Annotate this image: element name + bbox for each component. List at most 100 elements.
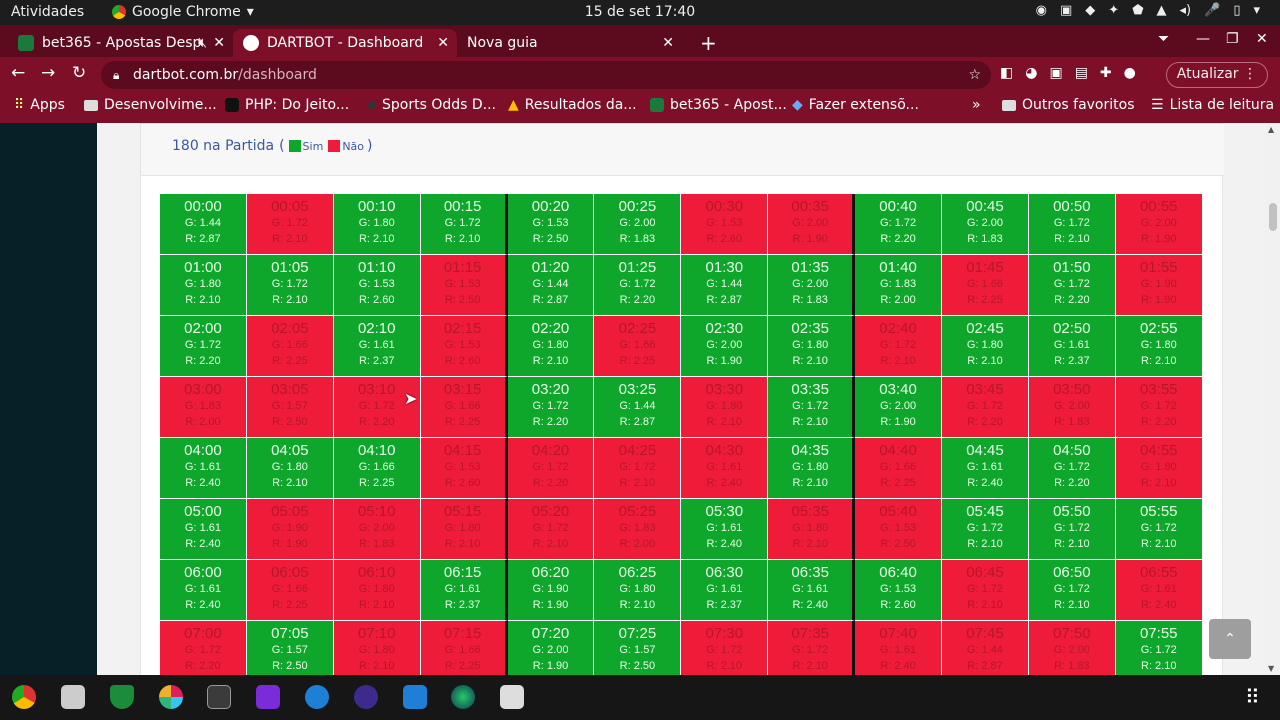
scroll-up-icon[interactable]: ▲ bbox=[1268, 125, 1275, 134]
tray-icon[interactable]: ▾ bbox=[1253, 3, 1260, 18]
slack-dock-icon[interactable] bbox=[159, 685, 183, 709]
result-cell[interactable]: 04:00 G: 1.61 R: 2.40 bbox=[160, 438, 247, 499]
result-cell[interactable]: 05:00 G: 1.61 R: 2.40 bbox=[160, 499, 247, 560]
result-cell[interactable]: 04:15 G: 1.53 R: 2.60 bbox=[420, 438, 508, 499]
close-tab-icon[interactable]: ✕ bbox=[213, 35, 225, 51]
bookmark-item[interactable]: PHP: Do Jeito... bbox=[225, 97, 349, 113]
tab-search-icon[interactable]: ⏷ bbox=[1158, 31, 1170, 47]
page-scrollbar[interactable]: ▲ ▼ bbox=[1265, 123, 1280, 675]
eclipse-dock-icon[interactable] bbox=[354, 685, 378, 709]
vscode-dock-icon[interactable] bbox=[403, 685, 427, 709]
result-cell[interactable]: 02:00 G: 1.72 R: 2.20 bbox=[160, 316, 247, 377]
result-cell[interactable]: 07:10 G: 1.80 R: 2.10 bbox=[333, 621, 421, 675]
result-cell[interactable]: 04:55 G: 1.80 R: 2.10 bbox=[1115, 438, 1203, 499]
result-cell[interactable]: 00:25 G: 2.00 R: 1.83 bbox=[594, 194, 682, 255]
result-cell[interactable]: 03:40 G: 2.00 R: 1.90 bbox=[855, 377, 943, 438]
bookmark-item[interactable]: ▲ Resultados da... bbox=[508, 97, 637, 113]
result-cell[interactable]: 02:55 G: 1.80 R: 2.10 bbox=[1115, 316, 1203, 377]
scrollbar-thumb[interactable] bbox=[1269, 203, 1277, 231]
result-cell[interactable]: 01:50 G: 1.72 R: 2.20 bbox=[1028, 255, 1116, 316]
result-cell[interactable]: 01:45 G: 1.66 R: 2.25 bbox=[942, 255, 1029, 316]
result-cell[interactable]: 03:10 G: 1.72 R: 2.20 bbox=[333, 377, 421, 438]
puzzle-icon[interactable]: ✚ bbox=[1099, 65, 1112, 81]
result-cell[interactable]: 04:40 G: 1.66 R: 2.25 bbox=[855, 438, 943, 499]
result-cell[interactable]: 01:30 G: 1.44 R: 2.87 bbox=[681, 255, 769, 316]
update-button[interactable]: Atualizar ⋮ bbox=[1165, 62, 1268, 88]
reading-list[interactable]: ☰ Lista de leitura bbox=[1151, 97, 1275, 113]
result-cell[interactable]: 00:55 G: 2.00 R: 1.90 bbox=[1115, 194, 1203, 255]
result-cell[interactable]: 06:35 G: 1.61 R: 2.40 bbox=[768, 560, 856, 621]
bookmark-star-icon[interactable]: ☆ bbox=[968, 67, 981, 83]
result-cell[interactable]: 06:25 G: 1.80 R: 2.10 bbox=[594, 560, 682, 621]
chrome-dock-icon[interactable] bbox=[12, 685, 36, 709]
result-cell[interactable]: 02:25 G: 1.66 R: 2.25 bbox=[594, 316, 682, 377]
result-cell[interactable]: 06:10 G: 1.80 R: 2.10 bbox=[333, 560, 421, 621]
show-apps-icon[interactable]: ⠿ bbox=[1245, 685, 1260, 709]
result-cell[interactable]: 01:55 G: 1.90 R: 1.90 bbox=[1115, 255, 1203, 316]
minimize-icon[interactable]: — bbox=[1196, 31, 1210, 47]
result-cell[interactable]: 07:20 G: 2.00 R: 1.90 bbox=[507, 621, 595, 675]
result-cell[interactable]: 02:10 G: 1.61 R: 2.37 bbox=[333, 316, 421, 377]
globe-dock-icon[interactable] bbox=[451, 685, 475, 709]
phpstorm-dock-icon[interactable] bbox=[256, 685, 280, 709]
bookmark-item[interactable]: Sports Odds D... bbox=[368, 97, 496, 113]
result-cell[interactable]: 04:20 G: 1.72 R: 2.20 bbox=[507, 438, 595, 499]
result-cell[interactable]: 05:50 G: 1.72 R: 2.10 bbox=[1028, 499, 1116, 560]
close-tab-icon[interactable]: ✕ bbox=[437, 35, 449, 51]
bookmark-apps[interactable]: ⠿ Apps bbox=[14, 97, 65, 113]
result-cell[interactable]: 06:00 G: 1.61 R: 2.40 bbox=[160, 560, 247, 621]
result-cell[interactable]: 00:35 G: 2.00 R: 1.90 bbox=[768, 194, 856, 255]
result-cell[interactable]: 07:55 G: 1.72 R: 2.10 bbox=[1115, 621, 1203, 675]
profile-avatar[interactable]: ● bbox=[1123, 65, 1136, 81]
more-bookmarks-icon[interactable]: » bbox=[972, 97, 981, 113]
result-cell[interactable]: 07:30 G: 1.72 R: 2.10 bbox=[681, 621, 769, 675]
result-cell[interactable]: 05:25 G: 1.83 R: 2.00 bbox=[594, 499, 682, 560]
tray-icon[interactable]: ◆ bbox=[1085, 3, 1096, 18]
result-cell[interactable]: 04:35 G: 1.80 R: 2.10 bbox=[768, 438, 856, 499]
result-cell[interactable]: 02:20 G: 1.80 R: 2.10 bbox=[507, 316, 595, 377]
result-cell[interactable]: 03:45 G: 1.72 R: 2.20 bbox=[942, 377, 1029, 438]
result-cell[interactable]: 05:55 G: 1.72 R: 2.10 bbox=[1115, 499, 1203, 560]
result-cell[interactable]: 04:30 G: 1.61 R: 2.40 bbox=[681, 438, 769, 499]
result-cell[interactable]: 02:30 G: 2.00 R: 1.90 bbox=[681, 316, 769, 377]
result-cell[interactable]: 03:50 G: 2.00 R: 1.83 bbox=[1028, 377, 1116, 438]
result-cell[interactable]: 05:15 G: 1.80 R: 2.10 bbox=[420, 499, 508, 560]
result-cell[interactable]: 03:20 G: 1.72 R: 2.20 bbox=[507, 377, 595, 438]
forward-icon[interactable]: → bbox=[41, 63, 56, 83]
result-cell[interactable]: 06:45 G: 1.72 R: 2.10 bbox=[942, 560, 1029, 621]
result-cell[interactable]: 02:45 G: 1.80 R: 2.10 bbox=[942, 316, 1029, 377]
result-cell[interactable]: 03:05 G: 1.57 R: 2.50 bbox=[246, 377, 334, 438]
terminal-dock-icon[interactable] bbox=[207, 685, 231, 709]
close-tab-icon[interactable]: ✕ bbox=[662, 35, 674, 51]
result-cell[interactable]: 01:00 G: 1.80 R: 2.10 bbox=[160, 255, 247, 316]
result-cell[interactable]: 00:30 G: 1.53 R: 2.60 bbox=[681, 194, 769, 255]
result-cell[interactable]: 00:10 G: 1.80 R: 2.10 bbox=[333, 194, 421, 255]
result-cell[interactable]: 05:05 G: 1.90 R: 1.90 bbox=[246, 499, 334, 560]
new-tab-button[interactable]: + bbox=[700, 31, 717, 55]
result-cell[interactable]: 03:00 G: 1.83 R: 2.00 bbox=[160, 377, 247, 438]
extension-icon[interactable]: ◕ bbox=[1025, 65, 1038, 81]
result-cell[interactable]: 06:15 G: 1.61 R: 2.37 bbox=[420, 560, 508, 621]
result-cell[interactable]: 02:05 G: 1.66 R: 2.25 bbox=[246, 316, 334, 377]
result-cell[interactable]: 03:30 G: 1.80 R: 2.10 bbox=[681, 377, 769, 438]
result-cell[interactable]: 07:40 G: 1.61 R: 2.40 bbox=[855, 621, 943, 675]
result-cell[interactable]: 04:25 G: 1.72 R: 2.10 bbox=[594, 438, 682, 499]
extension-icon[interactable]: ◧ bbox=[1000, 65, 1014, 81]
result-cell[interactable]: 00:45 G: 2.00 R: 1.83 bbox=[942, 194, 1029, 255]
tab-new[interactable]: Nova guia ✕ bbox=[457, 29, 682, 57]
scroll-to-top-button[interactable]: ⌃ bbox=[1209, 619, 1251, 659]
result-cell[interactable]: 01:05 G: 1.72 R: 2.10 bbox=[246, 255, 334, 316]
result-cell[interactable]: 07:15 G: 1.66 R: 2.25 bbox=[420, 621, 508, 675]
result-cell[interactable]: 07:00 G: 1.72 R: 2.20 bbox=[160, 621, 247, 675]
tab-dartbot[interactable]: DARTBOT - Dashboard ✕ bbox=[233, 29, 457, 57]
app-menu[interactable]: Google Chrome ▾ bbox=[112, 4, 254, 20]
bookmark-others[interactable]: Outros favoritos bbox=[1002, 97, 1135, 113]
result-cell[interactable]: 04:50 G: 1.72 R: 2.20 bbox=[1028, 438, 1116, 499]
result-cell[interactable]: 00:15 G: 1.72 R: 2.10 bbox=[420, 194, 508, 255]
tray-icon[interactable]: ▯ bbox=[1233, 3, 1241, 18]
result-cell[interactable]: 06:40 G: 1.53 R: 2.60 bbox=[855, 560, 943, 621]
tray-icon[interactable]: ⬟ bbox=[1132, 3, 1144, 18]
result-cell[interactable]: 07:45 G: 1.44 R: 2.87 bbox=[942, 621, 1029, 675]
result-cell[interactable]: 06:20 G: 1.90 R: 1.90 bbox=[507, 560, 595, 621]
tray-icon[interactable]: ✦ bbox=[1108, 3, 1120, 18]
